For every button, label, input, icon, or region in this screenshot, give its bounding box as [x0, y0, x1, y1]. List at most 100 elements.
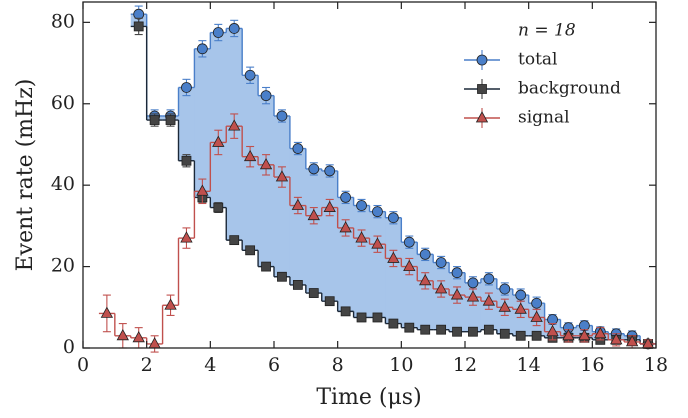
legend-marker: [477, 84, 487, 94]
marker: [403, 259, 416, 271]
legend-label: background: [518, 79, 621, 99]
marker: [132, 330, 145, 343]
marker: [339, 221, 352, 233]
x-tick-label: 14: [517, 354, 541, 376]
marker: [547, 314, 558, 325]
marker: [482, 294, 496, 306]
marker: [308, 163, 320, 175]
fill-band: [353, 205, 370, 318]
y-tick-label: 80: [51, 10, 75, 32]
marker: [355, 231, 368, 243]
marker: [245, 245, 256, 256]
marker: [340, 191, 352, 203]
x-tick-label: 4: [204, 354, 216, 376]
marker: [403, 236, 415, 248]
marker: [371, 237, 384, 249]
marker: [466, 290, 480, 302]
marker: [291, 198, 305, 210]
marker: [387, 251, 400, 263]
fill-band: [401, 242, 418, 328]
x-tick-label: 12: [453, 354, 477, 376]
marker: [531, 297, 543, 309]
marker: [498, 300, 511, 312]
y-tick-label: 20: [51, 255, 75, 277]
legend-marker: [475, 111, 489, 123]
marker: [515, 330, 526, 341]
marker: [356, 312, 367, 323]
marker: [625, 335, 639, 347]
marker: [578, 328, 591, 341]
x-tick-label: 2: [141, 354, 153, 376]
marker: [372, 206, 383, 218]
marker: [499, 283, 511, 295]
marker: [228, 119, 241, 131]
marker: [434, 282, 448, 294]
x-axis-label: Time (μs): [316, 385, 421, 410]
marker: [243, 149, 257, 162]
marker: [452, 326, 462, 337]
marker: [149, 115, 160, 125]
x-tick-label: 18: [644, 354, 668, 376]
marker: [483, 273, 495, 285]
fill-band: [417, 254, 434, 330]
marker: [388, 318, 399, 329]
marker: [419, 248, 431, 260]
marker: [468, 326, 478, 337]
x-tick-label: 8: [332, 354, 344, 376]
marker: [323, 200, 336, 212]
marker: [165, 115, 176, 125]
marker: [116, 328, 129, 341]
marker: [419, 274, 432, 286]
fill-band: [385, 217, 402, 324]
marker: [499, 328, 510, 339]
x-tick-label: 0: [77, 354, 89, 376]
marker: [212, 27, 224, 38]
fill-band: [337, 197, 355, 312]
x-tick-label: 10: [389, 354, 413, 376]
legend-label: total: [518, 50, 557, 70]
fill-band: [369, 211, 386, 318]
fill-band: [258, 95, 275, 267]
marker: [213, 202, 224, 213]
plot-area: [98, 5, 656, 353]
marker: [324, 296, 335, 307]
marker: [133, 21, 144, 32]
x-tick-label: 16: [580, 354, 604, 376]
marker: [435, 257, 447, 268]
marker: [514, 302, 527, 314]
marker: [531, 330, 542, 341]
y-tick-label: 60: [51, 92, 75, 114]
fill-band: [194, 48, 211, 198]
legend-label: signal: [518, 108, 570, 128]
fill-band: [274, 115, 291, 277]
fill-band: [178, 87, 195, 161]
y-tick-label: 40: [51, 173, 75, 195]
marker: [546, 324, 559, 337]
marker: [164, 298, 177, 310]
marker: [229, 235, 240, 246]
marker: [261, 261, 271, 272]
marker: [562, 328, 575, 341]
marker: [530, 310, 543, 322]
fill-band: [289, 148, 307, 285]
marker: [292, 280, 303, 290]
marker: [181, 155, 192, 166]
marker: [387, 212, 399, 224]
marker: [404, 322, 415, 333]
marker: [324, 165, 336, 177]
fill-band: [210, 32, 227, 208]
marker: [610, 333, 623, 345]
legend-marker: [476, 54, 488, 66]
marker: [483, 324, 494, 335]
marker: [260, 90, 272, 102]
marker: [308, 288, 319, 298]
marker: [259, 157, 273, 170]
marker: [180, 231, 193, 243]
marker: [450, 288, 464, 300]
marker: [244, 69, 256, 81]
x-tick-label: 6: [268, 354, 280, 376]
marker: [212, 135, 225, 147]
marker: [181, 82, 192, 93]
marker: [196, 43, 208, 55]
